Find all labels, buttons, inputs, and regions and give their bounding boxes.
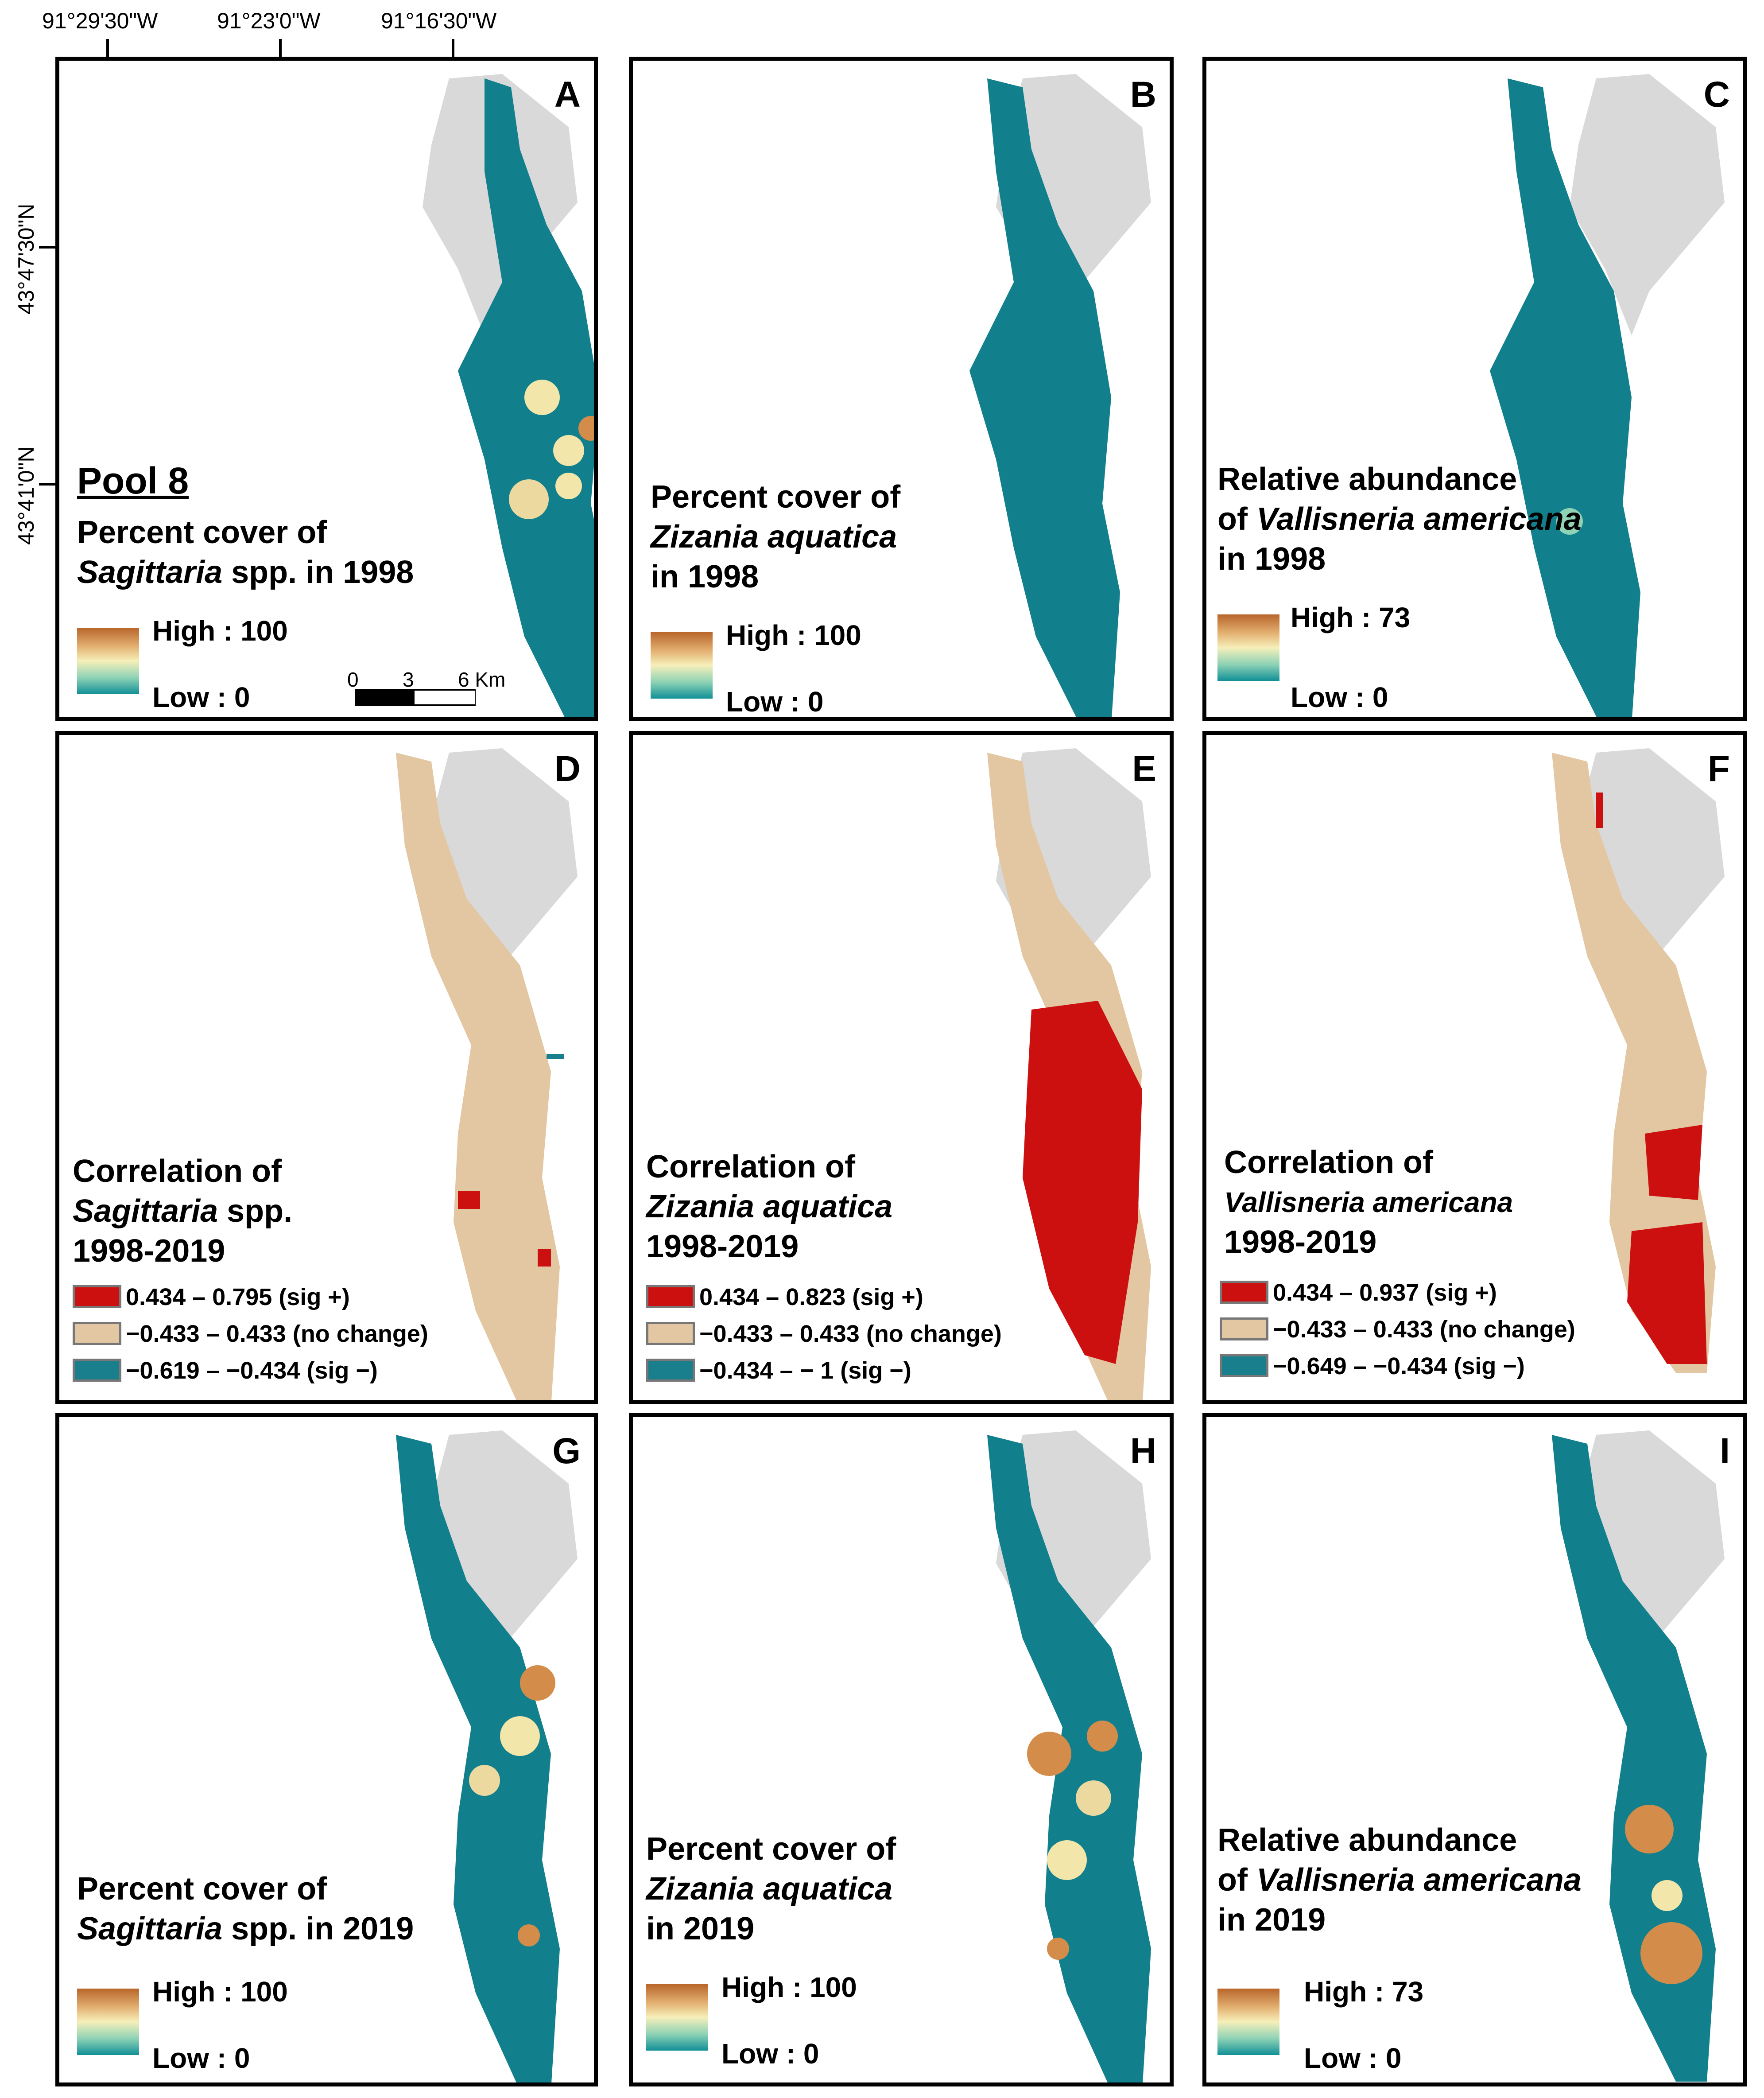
panel-h: H Percent cover of Zizania aquatica in 2…: [629, 1413, 1174, 2086]
panel-title: Correlation of Zizania aquatica 1998-201…: [646, 1149, 893, 1264]
panel-g: G Percent cover of Sagittaria spp. in 20…: [55, 1413, 598, 2086]
legend-swatch-sig-pos: [1220, 1281, 1268, 1304]
legend-gradient: [1217, 1989, 1279, 2055]
legend-sig-pos: 0.434 – 0.795 (sig +): [126, 1284, 350, 1310]
lat-tick-2: [39, 483, 57, 486]
panel-title: Percent cover of Zizania aquatica in 199…: [651, 479, 901, 594]
legend-low: Low : 0: [721, 2038, 819, 2070]
legend-no-change: −0.433 – 0.433 (no change): [126, 1321, 428, 1347]
panel-label: H: [1130, 1431, 1156, 1471]
lat-tick-1: [39, 246, 57, 249]
lon-label-2: 91°23'0"W: [217, 8, 321, 33]
panel-title: Percent cover of Zizania aquatica in 201…: [646, 1831, 896, 1946]
panel-d: D Correlation of Sagittaria spp. 1998-20…: [55, 731, 598, 1404]
legend-low: Low : 0: [726, 686, 824, 718]
river-map-g: [396, 1430, 578, 2082]
legend-low: Low : 0: [152, 681, 250, 713]
legend-swatch-sig-pos: [73, 1285, 121, 1308]
lon-tick-3: [452, 39, 454, 57]
legend-gradient: [77, 1989, 139, 2055]
legend-high: High : 100: [152, 1976, 288, 2008]
legend-no-change: −0.433 – 0.433 (no change): [699, 1321, 1002, 1347]
panel-title: Correlation of Vallisneria americana 199…: [1224, 1145, 1513, 1260]
legend-low: Low : 0: [1291, 681, 1388, 713]
legend-high: High : 100: [721, 1971, 857, 2003]
river-map-f: [1552, 748, 1725, 1373]
pool-title: Pool 8: [77, 460, 189, 501]
river-map-e: [987, 748, 1151, 1400]
legend-swatch-no-change: [73, 1322, 121, 1345]
lat-label-2: 43°41'0"N: [14, 446, 39, 545]
legend-sig-pos: 0.434 – 0.937 (sig +): [1273, 1279, 1497, 1306]
panel-e: E Correlation of Zizania aquatica 1998-2…: [629, 731, 1174, 1404]
panel-b: B Percent cover of Zizania aquatica in 1…: [629, 57, 1174, 721]
panel-label: G: [552, 1431, 581, 1471]
lat-label-1: 43°47'30"N: [14, 203, 39, 315]
panel-title: Relative abundance of Vallisneria americ…: [1217, 462, 1582, 577]
legend-gradient: [651, 632, 713, 699]
legend-no-change: −0.433 – 0.433 (no change): [1273, 1316, 1575, 1343]
legend-high: High : 73: [1304, 1976, 1424, 2008]
scale-3: 3: [403, 668, 414, 691]
legend-sig-neg: −0.619 – −0.434 (sig −): [126, 1357, 378, 1384]
panel-label: A: [554, 74, 581, 115]
panel-f: F Correlation of Vallisneria americana 1…: [1202, 731, 1747, 1404]
legend-low: Low : 0: [152, 2042, 250, 2074]
legend-swatch-sig-neg: [73, 1359, 121, 1382]
river-map-d: [396, 748, 578, 1400]
panel-label: D: [554, 749, 581, 789]
panel-a: A Pool 8 Percent cover of Sagittaria spp…: [55, 57, 598, 721]
legend-swatch-sig-neg: [1220, 1354, 1268, 1377]
scale-0: 0: [347, 668, 359, 691]
scale-bar: [355, 689, 476, 706]
legend-high: High : 73: [1291, 602, 1411, 633]
river-map-a: [423, 74, 594, 717]
legend-sig-pos: 0.434 – 0.823 (sig +): [699, 1284, 923, 1310]
scale-6: 6 Km: [458, 668, 506, 691]
panel-c: C Relative abundance of Vallisneria amer…: [1202, 57, 1747, 721]
panel-label: B: [1130, 74, 1156, 115]
panel-title: Percent cover of Sagittaria spp. in 1998: [77, 515, 414, 590]
river-map-c: [1490, 74, 1725, 717]
legend-swatch-no-change: [1220, 1317, 1268, 1340]
legend-high: High : 100: [152, 615, 288, 647]
panel-label: F: [1707, 749, 1730, 789]
river-map-i: [1552, 1430, 1725, 2082]
panel-title: Percent cover of Sagittaria spp. in 2019: [77, 1871, 414, 1946]
lon-label-1: 91°29'30"W: [42, 8, 158, 33]
legend-gradient: [1217, 614, 1279, 681]
lon-tick-1: [106, 39, 109, 57]
legend-swatch-no-change: [646, 1322, 695, 1345]
legend-gradient: [77, 628, 139, 694]
river-map-b: [969, 74, 1151, 717]
panel-title: Relative abundance of Vallisneria americ…: [1217, 1822, 1582, 1938]
panel-i: I Relative abundance of Vallisneria amer…: [1202, 1413, 1747, 2086]
legend-sig-neg: −0.649 – −0.434 (sig −): [1273, 1353, 1525, 1379]
legend-swatch-sig-neg: [646, 1359, 695, 1382]
river-map-h: [987, 1430, 1151, 2082]
panel-label: E: [1132, 749, 1156, 789]
legend-swatch-sig-pos: [646, 1285, 695, 1308]
legend-sig-neg: −0.434 – − 1 (sig −): [699, 1357, 911, 1384]
panel-label: I: [1720, 1431, 1730, 1471]
legend-low: Low : 0: [1304, 2042, 1402, 2074]
panel-label: C: [1703, 74, 1730, 115]
legend-gradient: [646, 1984, 708, 2051]
lon-label-3: 91°16'30"W: [381, 8, 497, 33]
legend-high: High : 100: [726, 619, 861, 651]
panel-title: Correlation of Sagittaria spp. 1998-2019: [73, 1154, 293, 1269]
lon-tick-2: [279, 39, 282, 57]
